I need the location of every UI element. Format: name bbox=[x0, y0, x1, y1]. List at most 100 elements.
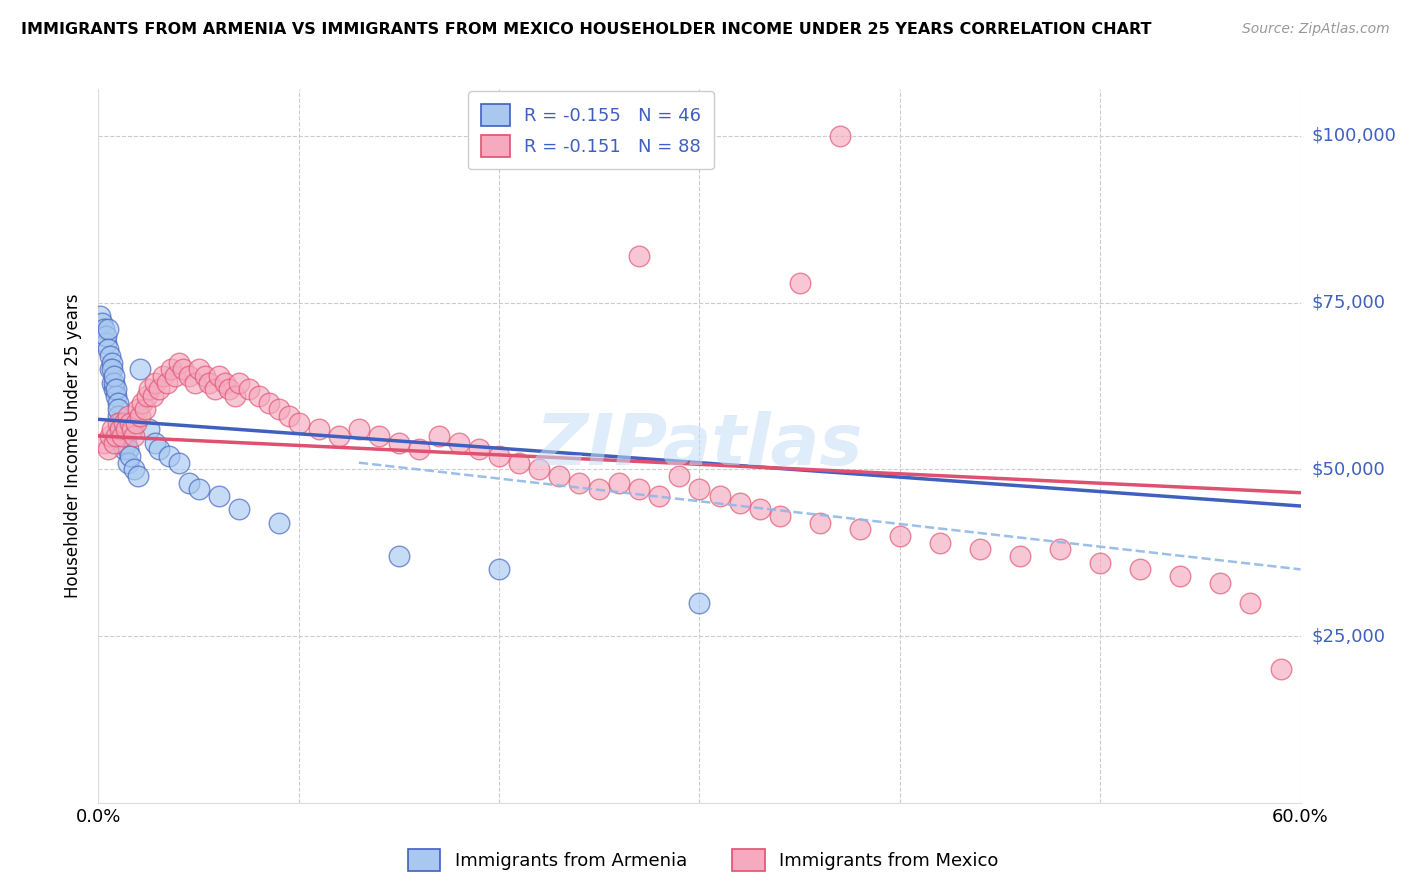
Point bbox=[124, 429, 146, 443]
Point bbox=[328, 429, 350, 443]
Point bbox=[408, 442, 430, 457]
Point bbox=[748, 502, 770, 516]
Point bbox=[117, 409, 139, 423]
Point bbox=[187, 483, 209, 497]
Text: Source: ZipAtlas.com: Source: ZipAtlas.com bbox=[1241, 22, 1389, 37]
Point bbox=[105, 429, 128, 443]
Point bbox=[214, 376, 236, 390]
Point bbox=[368, 429, 391, 443]
Point bbox=[228, 502, 250, 516]
Point bbox=[101, 376, 124, 390]
Point bbox=[148, 442, 170, 457]
Point bbox=[277, 409, 299, 423]
Point bbox=[97, 322, 120, 336]
Point bbox=[152, 368, 174, 383]
Point bbox=[808, 516, 831, 530]
Point bbox=[100, 429, 122, 443]
Point bbox=[177, 475, 200, 490]
Point bbox=[224, 389, 246, 403]
Point bbox=[228, 376, 250, 390]
Point bbox=[1129, 562, 1152, 576]
Point bbox=[115, 422, 138, 436]
Point bbox=[134, 402, 156, 417]
Point bbox=[124, 462, 146, 476]
Point bbox=[388, 549, 411, 563]
Point bbox=[218, 382, 240, 396]
Point bbox=[187, 362, 209, 376]
Point bbox=[548, 469, 571, 483]
Point bbox=[889, 529, 911, 543]
Point bbox=[157, 449, 180, 463]
Legend: Immigrants from Armenia, Immigrants from Mexico: Immigrants from Armenia, Immigrants from… bbox=[401, 842, 1005, 879]
Point bbox=[107, 416, 129, 430]
Point bbox=[93, 322, 115, 336]
Point bbox=[167, 456, 190, 470]
Point bbox=[728, 496, 751, 510]
Point bbox=[183, 376, 205, 390]
Point bbox=[128, 402, 150, 417]
Point bbox=[568, 475, 591, 490]
Point bbox=[148, 382, 170, 396]
Point bbox=[128, 469, 150, 483]
Point bbox=[688, 483, 710, 497]
Point bbox=[96, 329, 118, 343]
Point bbox=[194, 368, 217, 383]
Point bbox=[468, 442, 491, 457]
Point bbox=[347, 422, 370, 436]
Point bbox=[688, 596, 710, 610]
Point bbox=[628, 483, 651, 497]
Point bbox=[110, 416, 132, 430]
Point bbox=[141, 389, 163, 403]
Point bbox=[267, 516, 290, 530]
Point bbox=[114, 429, 136, 443]
Point bbox=[103, 435, 125, 450]
Point bbox=[529, 462, 551, 476]
Point bbox=[96, 335, 118, 350]
Point bbox=[100, 362, 122, 376]
Point bbox=[155, 376, 177, 390]
Point bbox=[709, 489, 731, 503]
Point bbox=[668, 469, 690, 483]
Point bbox=[488, 449, 510, 463]
Point bbox=[768, 509, 790, 524]
Point bbox=[648, 489, 671, 503]
Point bbox=[267, 402, 290, 417]
Point bbox=[388, 435, 411, 450]
Point bbox=[117, 456, 139, 470]
Point bbox=[125, 416, 148, 430]
Point bbox=[159, 362, 181, 376]
Point bbox=[1010, 549, 1032, 563]
Point bbox=[1239, 596, 1261, 610]
Point bbox=[143, 435, 166, 450]
Point bbox=[849, 522, 872, 536]
Point bbox=[114, 416, 136, 430]
Point bbox=[609, 475, 631, 490]
Point bbox=[97, 343, 120, 357]
Point bbox=[101, 362, 124, 376]
Text: $100,000: $100,000 bbox=[1312, 127, 1396, 145]
Point bbox=[143, 376, 166, 390]
Point bbox=[308, 422, 330, 436]
Text: $75,000: $75,000 bbox=[1312, 293, 1386, 311]
Legend: R = -0.155   N = 46, R = -0.151   N = 88: R = -0.155 N = 46, R = -0.151 N = 88 bbox=[468, 91, 714, 169]
Point bbox=[588, 483, 610, 497]
Point bbox=[1170, 569, 1192, 583]
Point bbox=[105, 382, 128, 396]
Point bbox=[1049, 542, 1071, 557]
Point bbox=[172, 362, 194, 376]
Point bbox=[120, 449, 142, 463]
Point bbox=[969, 542, 991, 557]
Point bbox=[100, 349, 122, 363]
Point bbox=[208, 368, 231, 383]
Point bbox=[238, 382, 260, 396]
Point bbox=[121, 422, 143, 436]
Point bbox=[929, 535, 952, 549]
Point bbox=[204, 382, 226, 396]
Point bbox=[101, 422, 124, 436]
Point bbox=[247, 389, 270, 403]
Point bbox=[508, 456, 530, 470]
Point bbox=[427, 429, 450, 443]
Point bbox=[131, 395, 153, 409]
Point bbox=[120, 416, 142, 430]
Point bbox=[89, 309, 111, 323]
